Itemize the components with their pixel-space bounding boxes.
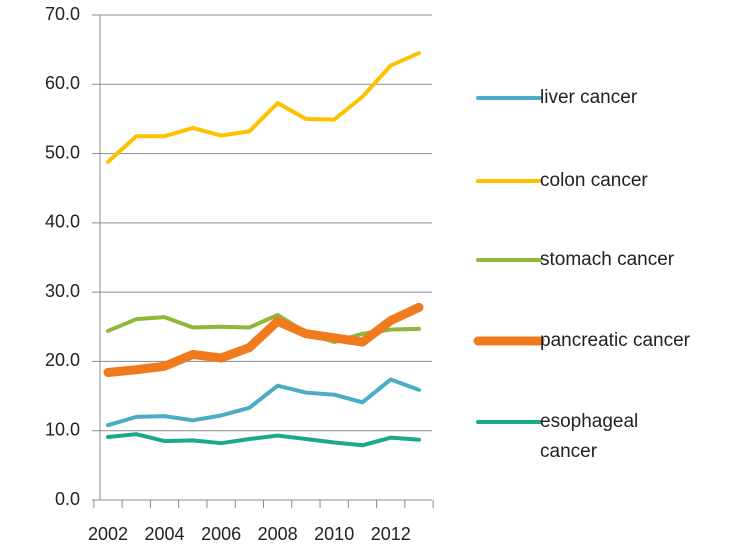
y-tick-label: 30.0 (45, 281, 80, 301)
legend-label: colon cancer (540, 170, 648, 191)
series-line (106, 377, 421, 428)
y-tick-label: 20.0 (45, 350, 80, 370)
x-tick-label: 2004 (145, 524, 185, 544)
series-line (103, 302, 424, 378)
series-line (106, 432, 421, 448)
x-tick-label: 2006 (201, 524, 241, 544)
x-tick-label: 2002 (88, 524, 128, 544)
x-tick-label: 2008 (258, 524, 298, 544)
y-tick-label: 10.0 (45, 419, 80, 439)
y-tick-label: 60.0 (45, 73, 80, 93)
y-tick-label: 0.0 (55, 489, 80, 509)
x-tick-label: 2010 (314, 524, 354, 544)
legend-label: stomach cancer (540, 249, 675, 270)
legend-label: esophageal cancer (540, 411, 639, 462)
x-tick-label: 2012 (371, 524, 411, 544)
series-line (106, 51, 421, 164)
y-tick-label: 40.0 (45, 212, 80, 232)
y-tick-label: 50.0 (45, 142, 80, 162)
legend-label: pancreatic cancer (540, 330, 690, 351)
y-tick-label: 70.0 (45, 4, 80, 24)
legend-label: liver cancer (540, 87, 638, 108)
